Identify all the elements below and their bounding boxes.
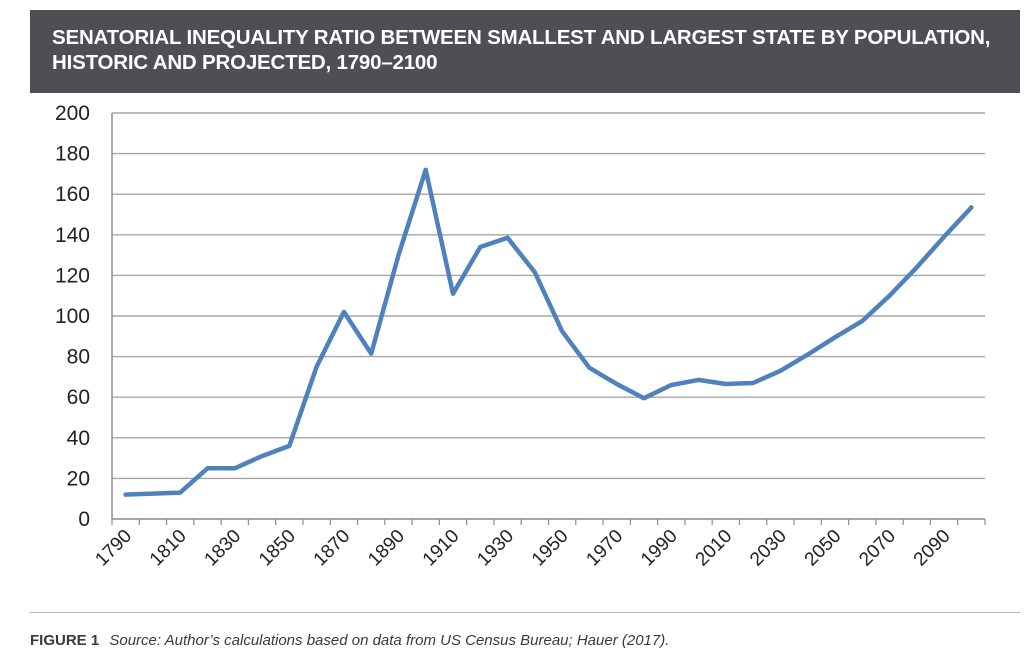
y-tick-label: 200 [55,102,90,125]
x-tick-label: 1990 [637,526,682,571]
gridlines [112,112,985,480]
x-tick-label: 1970 [582,526,627,571]
x-tick-label: 1910 [419,526,464,571]
x-tick-labels: 1790 1810 1830 1850 1870 1890 1910 1930 1950 1970… [91,526,954,571]
caption-divider [30,612,1020,613]
y-tick-label: 120 [55,264,90,287]
axes [111,113,986,525]
chart-title-banner: SENATORIAL INEQUALITY RATIO BETWEEN SMAL… [30,10,1020,93]
x-tick-label: 1890 [364,526,409,571]
y-tick-labels: 0 20 40 60 80 100 120 140 160 180 200 [55,102,90,531]
y-tick-label: 180 [55,143,90,166]
x-tick-label: 2050 [801,526,846,571]
x-tick-label: 1830 [201,526,246,571]
y-tick-label: 100 [55,305,90,328]
y-tick-label: 20 [67,467,90,490]
x-tick-label: 2030 [746,526,791,571]
figure-caption: FIGURE 1 Source: Author’s calculations b… [30,632,669,649]
y-tick-label: 0 [78,508,90,531]
x-tick-label: 1930 [473,526,518,571]
y-tick-label: 160 [55,183,90,206]
y-tick-label: 40 [67,427,90,450]
x-tick-label: 1850 [255,526,300,571]
y-tick-label: 80 [67,346,90,369]
x-tick-label: 1870 [310,526,355,571]
figure-label: FIGURE 1 [30,632,100,649]
x-tick-label: 1790 [91,526,136,571]
y-tick-label: 60 [67,386,90,409]
x-tick-label: 2070 [855,526,900,571]
y-tick-label: 140 [55,224,90,247]
line-chart: 0 20 40 60 80 100 120 140 160 180 200 1790 1810 1830… [55,102,986,571]
x-tick-label: 1950 [528,526,573,571]
x-tick-label: 2010 [692,526,737,571]
series-line [123,167,974,497]
x-tick-label: 2090 [910,526,955,571]
x-tick-label: 1810 [146,526,191,571]
source-note: Source: Author’s calculations based on d… [109,632,670,649]
chart-title: SENATORIAL INEQUALITY RATIO BETWEEN SMAL… [52,26,991,74]
series-layer [123,167,974,497]
